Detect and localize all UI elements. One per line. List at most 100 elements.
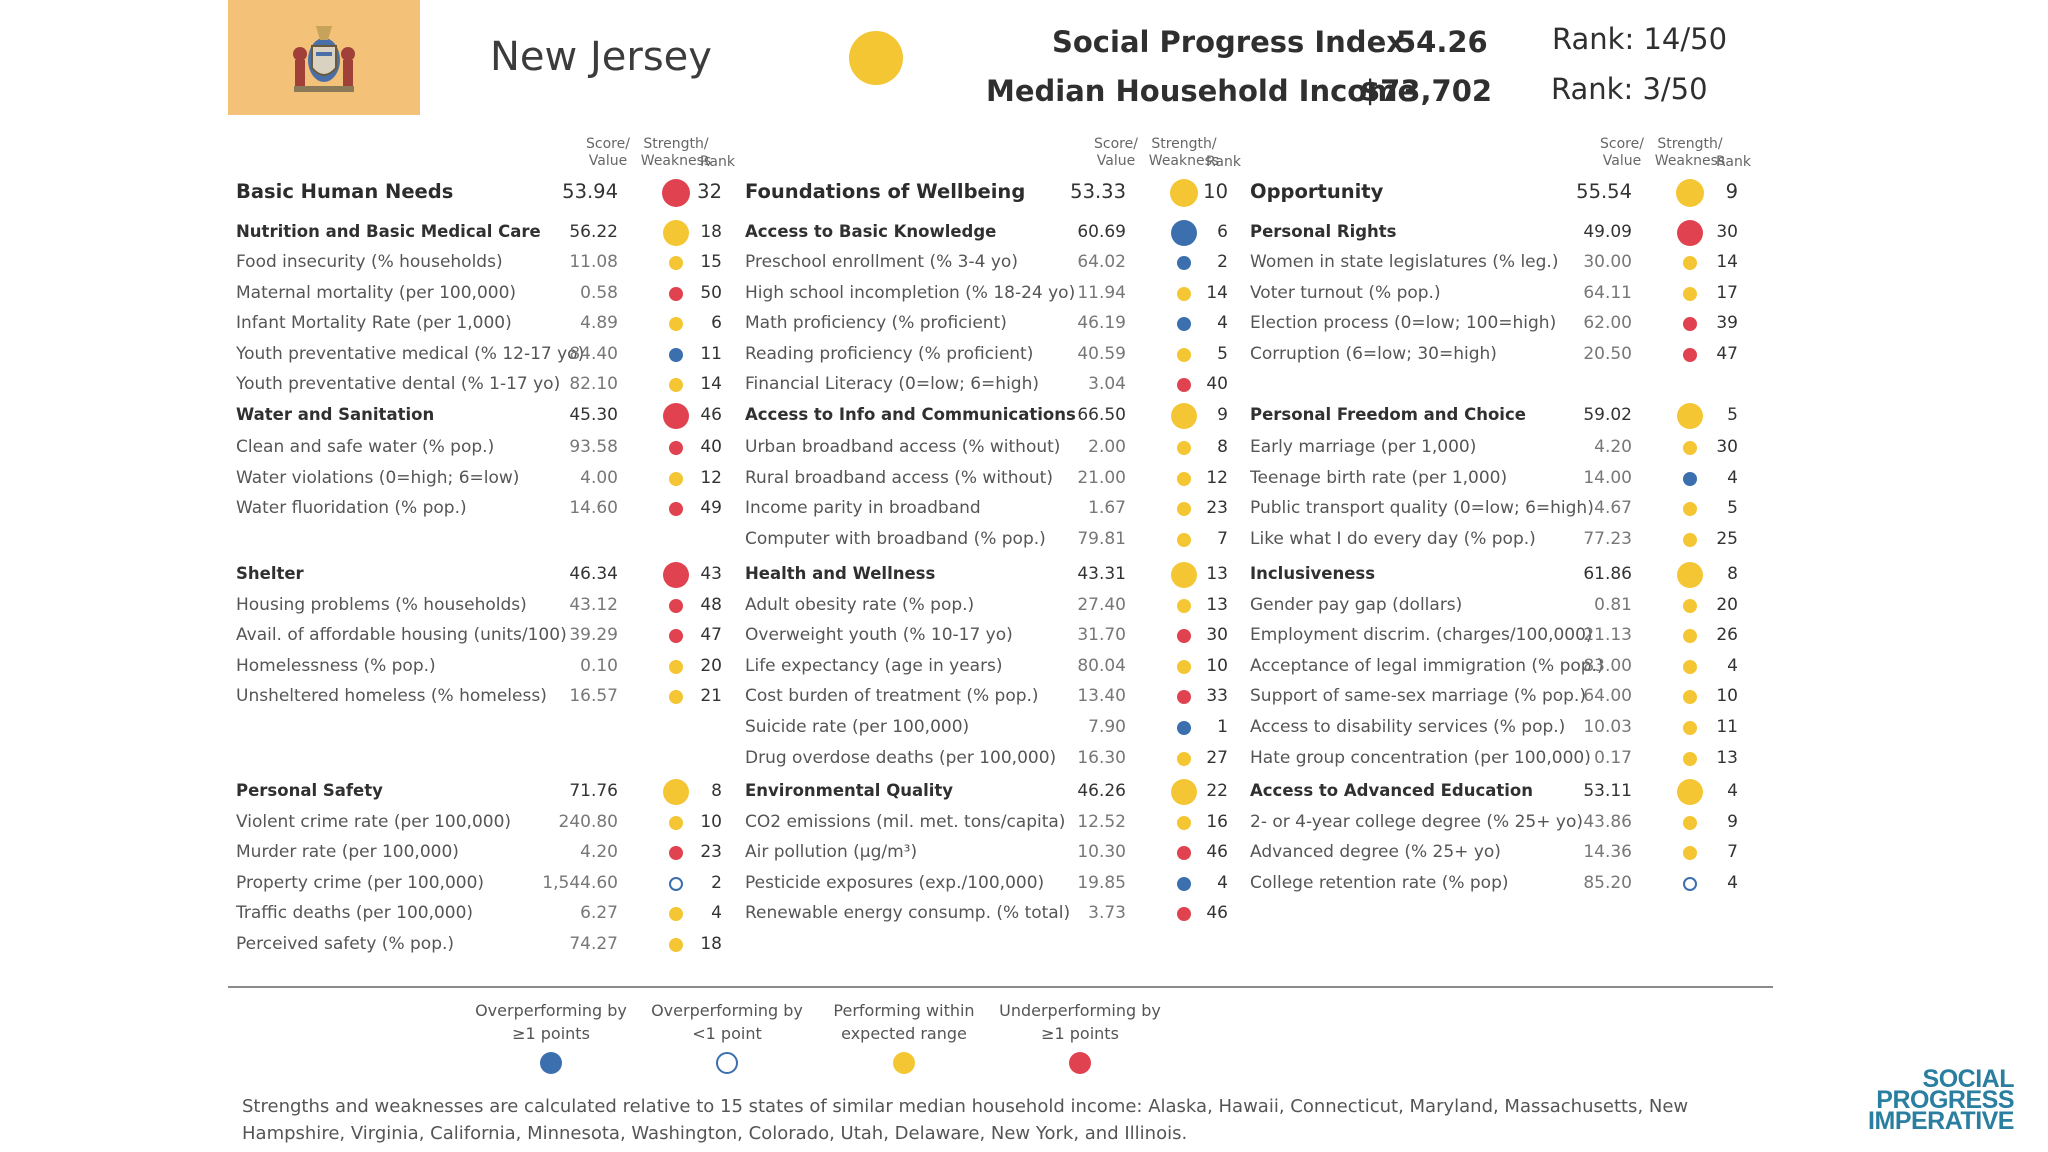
income-value: $73,702 xyxy=(1360,74,1493,108)
yellow-performance-dot xyxy=(663,779,689,805)
row-label: Teenage birth rate (per 1,000) xyxy=(1250,468,1508,488)
row-rank: 17 xyxy=(1716,283,1738,303)
yellow-performance-dot xyxy=(669,816,683,830)
indicator-row: Gender pay gap (dollars) 0.81 20 xyxy=(0,595,2048,625)
divider xyxy=(228,986,1773,988)
hollow-performance-dot xyxy=(1683,877,1697,891)
legend-label: Underperforming by ≥1 points xyxy=(999,1001,1161,1043)
row-rank: 7 xyxy=(1217,529,1228,549)
row-value: 59.02 xyxy=(1583,405,1632,425)
row-value: 93.58 xyxy=(569,437,618,457)
row-value: 39.29 xyxy=(569,625,618,645)
row-rank: 6 xyxy=(1217,222,1228,242)
row-value: 27.40 xyxy=(1077,595,1126,615)
row-rank: 11 xyxy=(1716,717,1738,737)
row-rank: 10 xyxy=(1203,180,1228,203)
row-label: Avail. of affordable housing (units/100) xyxy=(236,625,567,645)
blue-performance-dot xyxy=(1171,220,1197,246)
indicator-row: Overweight youth (% 10-17 yo) 31.70 30 xyxy=(0,625,2048,655)
row-rank: 46 xyxy=(1206,903,1228,923)
row-label: Access to disability services (% pop.) xyxy=(1250,717,1566,737)
row-value: 4.20 xyxy=(1594,437,1632,457)
row-value: 53.33 xyxy=(1070,180,1126,203)
row-label: Gender pay gap (dollars) xyxy=(1250,595,1463,615)
blue-performance-dot xyxy=(1177,721,1191,735)
row-rank: 49 xyxy=(700,498,722,518)
row-rank: 21 xyxy=(700,686,722,706)
row-value: 43.86 xyxy=(1583,812,1632,832)
row-label: Basic Human Needs xyxy=(236,180,454,203)
component-row: Personal Rights 49.09 30 xyxy=(0,220,2048,252)
col-header-rank: Rank xyxy=(1206,154,1241,170)
indicator-row: Support of same-sex marriage (% pop.) 64.… xyxy=(0,686,2048,716)
row-rank: 46 xyxy=(700,405,722,425)
indicator-row: Youth preventative medical (% 12-17 yo) 8… xyxy=(0,344,2048,374)
row-value: 0.10 xyxy=(580,656,618,676)
logo-line: IMPERATIVE xyxy=(1868,1107,2014,1135)
row-value: 74.27 xyxy=(569,934,618,954)
row-label: Urban broadband access (% without) xyxy=(745,437,1061,457)
row-label: Water fluoridation (% pop.) xyxy=(236,498,467,518)
row-label: Acceptance of legal immigration (% pop.) xyxy=(1250,656,1604,676)
component-row: Access to Advanced Education 53.11 4 xyxy=(0,779,2048,811)
row-label: Water and Sanitation xyxy=(236,405,435,424)
row-rank: 5 xyxy=(1727,405,1738,425)
row-value: 60.69 xyxy=(1077,222,1126,242)
row-value: 11.08 xyxy=(569,252,618,272)
row-value: 21.00 xyxy=(1077,468,1126,488)
row-value: 7.90 xyxy=(1088,717,1126,737)
row-label: Opportunity xyxy=(1250,180,1384,203)
row-value: 0.58 xyxy=(580,283,618,303)
indicator-row: Water fluoridation (% pop.) 14.60 49 xyxy=(0,498,2048,528)
yellow-performance-dot xyxy=(1676,179,1704,207)
row-label: Reading proficiency (% proficient) xyxy=(745,344,1034,364)
indicator-row: Avail. of affordable housing (units/100)… xyxy=(0,625,2048,655)
row-rank: 14 xyxy=(1716,252,1738,272)
row-value: 14.00 xyxy=(1583,468,1632,488)
row-rank: 4 xyxy=(1727,873,1738,893)
indicator-row: Corruption (6=low; 30=high) 20.50 47 xyxy=(0,344,2048,374)
row-label: Clean and safe water (% pop.) xyxy=(236,437,495,457)
row-label: Maternal mortality (per 100,000) xyxy=(236,283,517,303)
row-rank: 10 xyxy=(700,812,722,832)
row-rank: 47 xyxy=(700,625,722,645)
yellow-performance-dot xyxy=(1677,779,1703,805)
row-label: Financial Literacy (0=low; 6=high) xyxy=(745,374,1039,394)
row-label: Food insecurity (% households) xyxy=(236,252,503,272)
red-performance-dot xyxy=(669,846,683,860)
yellow-performance-dot xyxy=(1683,690,1697,704)
indicator-row: Math proficiency (% proficient) 46.19 4 xyxy=(0,313,2048,343)
row-label: Hate group concentration (per 100,000) xyxy=(1250,748,1591,768)
row-label: Access to Info and Communications xyxy=(745,405,1076,424)
row-value: 31.70 xyxy=(1077,625,1126,645)
component-row: Access to Basic Knowledge 60.69 6 xyxy=(0,220,2048,252)
col-header-score: Score/ Value xyxy=(586,136,630,169)
yellow-performance-dot xyxy=(1683,599,1697,613)
indicator-row: Drug overdose deaths (per 100,000) 16.30 2… xyxy=(0,748,2048,778)
indicator-row: Early marriage (per 1,000) 4.20 30 xyxy=(0,437,2048,467)
row-value: 16.30 xyxy=(1077,748,1126,768)
yellow-performance-dot xyxy=(1177,660,1191,674)
indicator-row: Access to disability services (% pop.) 10… xyxy=(0,717,2048,747)
indicator-row: Infant Mortality Rate (per 1,000) 4.89 6 xyxy=(0,313,2048,343)
legend-label: Performing within expected range xyxy=(833,1001,975,1043)
row-label: Advanced degree (% 25+ yo) xyxy=(1250,842,1501,862)
row-value: 61.86 xyxy=(1583,564,1632,584)
red-performance-dot xyxy=(1683,317,1697,331)
row-label: Math proficiency (% proficient) xyxy=(745,313,1007,333)
indicator-row: Housing problems (% households) 43.12 48 xyxy=(0,595,2048,625)
indicator-row: Cost burden of treatment (% pop.) 13.40 33 xyxy=(0,686,2048,716)
new-jersey-seal-icon xyxy=(293,26,355,92)
row-value: 21.13 xyxy=(1583,625,1632,645)
row-label: Health and Wellness xyxy=(745,564,936,583)
blue-performance-dot xyxy=(1683,472,1697,486)
row-rank: 7 xyxy=(1727,842,1738,862)
col-header-strength: Strength/ Weakness xyxy=(1148,136,1220,169)
col-header-rank: Rank xyxy=(1716,154,1751,170)
row-rank: 4 xyxy=(1727,656,1738,676)
yellow-performance-dot xyxy=(1683,846,1697,860)
indicator-row: 2- or 4-year college degree (% 25+ yo) 43… xyxy=(0,812,2048,842)
row-value: 14.36 xyxy=(1583,842,1632,862)
yellow-performance-dot xyxy=(663,220,689,246)
component-row: Inclusiveness 61.86 8 xyxy=(0,562,2048,594)
